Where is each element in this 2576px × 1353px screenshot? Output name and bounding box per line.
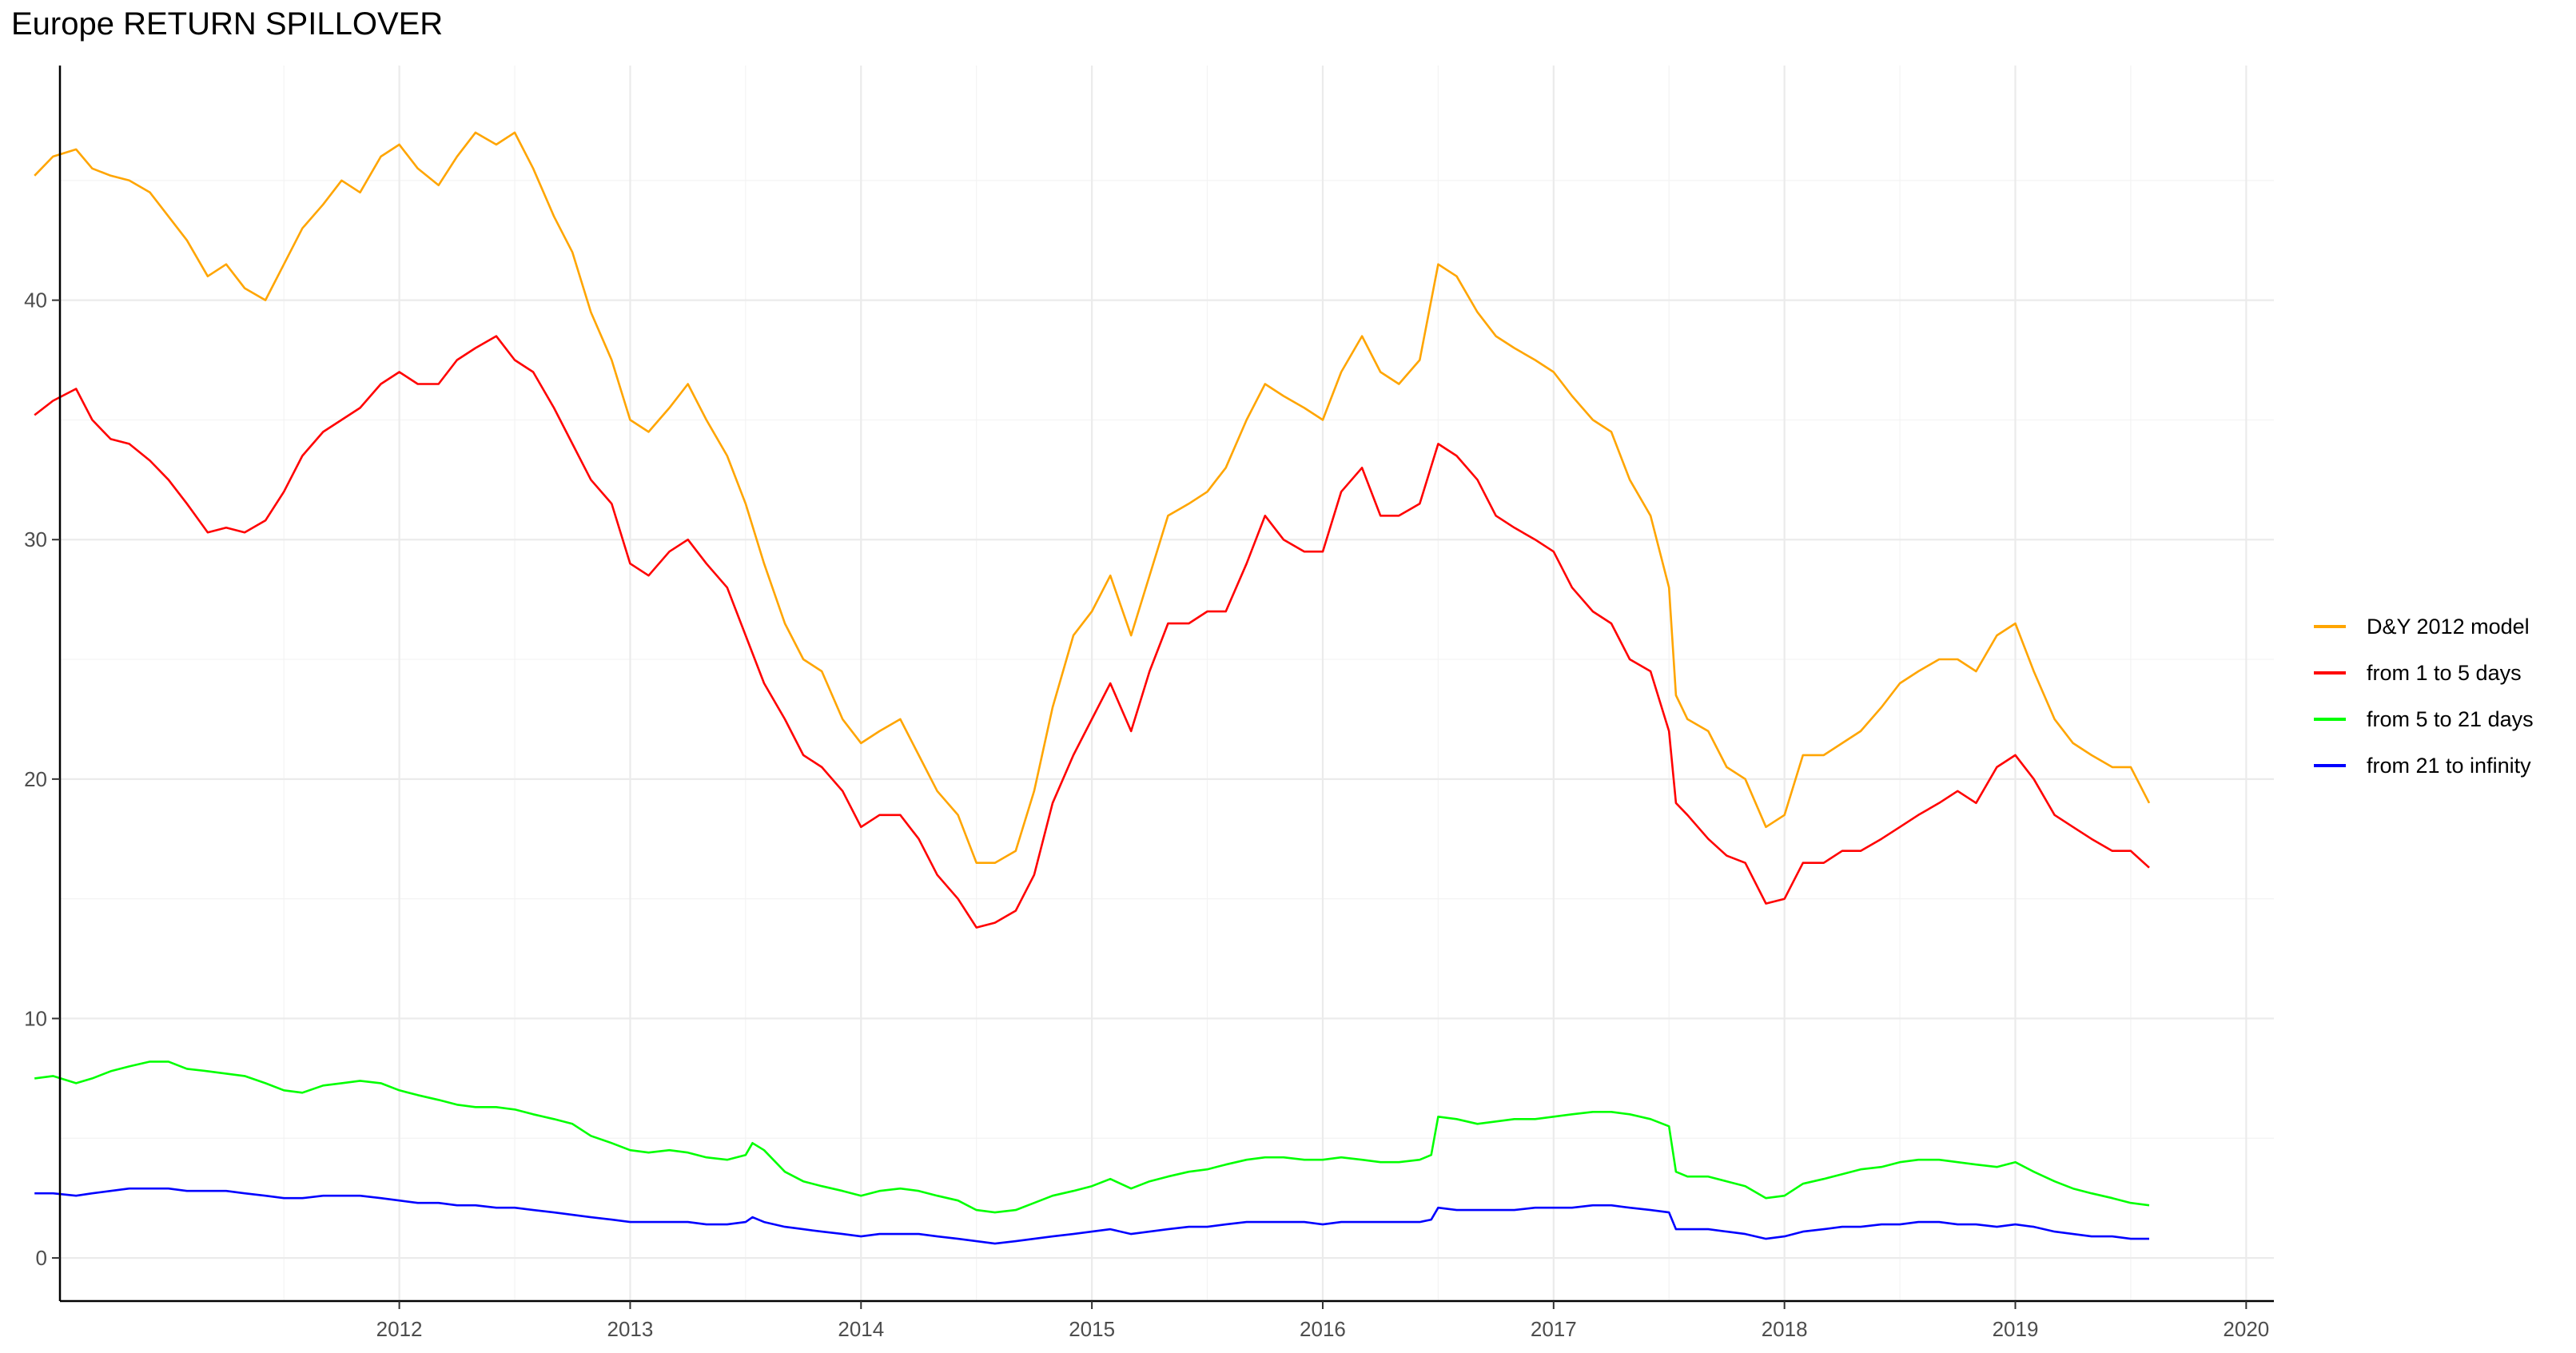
x-tick-label: 2020 — [2223, 1317, 2269, 1341]
x-tick-label: 2017 — [1531, 1317, 1577, 1341]
legend-swatch-red — [2314, 671, 2346, 675]
y-tick-label: 10 — [24, 1006, 47, 1030]
series-line-2 — [34, 335, 2150, 929]
legend-item-dy-2012-model: D&Y 2012 model — [2314, 603, 2534, 650]
legend-label: from 21 to infinity — [2367, 753, 2531, 778]
major-gridlines — [60, 66, 2274, 1301]
legend-label: from 5 to 21 days — [2367, 706, 2534, 731]
axes — [58, 66, 2274, 1303]
series-line-3 — [34, 1061, 2150, 1214]
legend-label: from 1 to 5 days — [2367, 660, 2522, 685]
y-tick-label: 40 — [24, 289, 47, 312]
chart-title: Europe RETURN SPILLOVER — [11, 6, 444, 42]
y-tick-label: 0 — [36, 1246, 47, 1270]
minor-gridlines — [60, 66, 2274, 1301]
y-tick-label: 30 — [24, 527, 47, 551]
series-line-4 — [34, 1187, 2149, 1245]
x-tick-label: 2016 — [1300, 1317, 1346, 1341]
legend-item-1-to-5-days: from 1 to 5 days — [2314, 650, 2534, 696]
y-tick-label: 20 — [24, 767, 47, 791]
legend-swatch-blue — [2314, 764, 2346, 767]
x-tick-label: 2018 — [1762, 1317, 1808, 1341]
legend-swatch-orange — [2314, 625, 2346, 628]
series-line-1 — [34, 131, 2151, 864]
legend-label: D&Y 2012 model — [2367, 614, 2530, 639]
x-tick-label: 2013 — [607, 1317, 654, 1341]
x-tick-label: 2015 — [1069, 1317, 1115, 1341]
legend-item-5-to-21-days: from 5 to 21 days — [2314, 696, 2534, 742]
axis-ticks: 0 10 20 30 40 2012 2013 2014 2015 2016 2017 2018 201… — [24, 289, 2269, 1341]
x-tick-label: 2012 — [376, 1317, 423, 1341]
legend: D&Y 2012 model from 1 to 5 days from 5 t… — [2314, 603, 2534, 789]
x-tick-label: 2014 — [838, 1317, 884, 1341]
series-lines — [34, 131, 2151, 1245]
x-tick-label: 2019 — [1993, 1317, 2039, 1341]
legend-swatch-green — [2314, 718, 2346, 721]
legend-item-21-to-infinity: from 21 to infinity — [2314, 742, 2534, 789]
